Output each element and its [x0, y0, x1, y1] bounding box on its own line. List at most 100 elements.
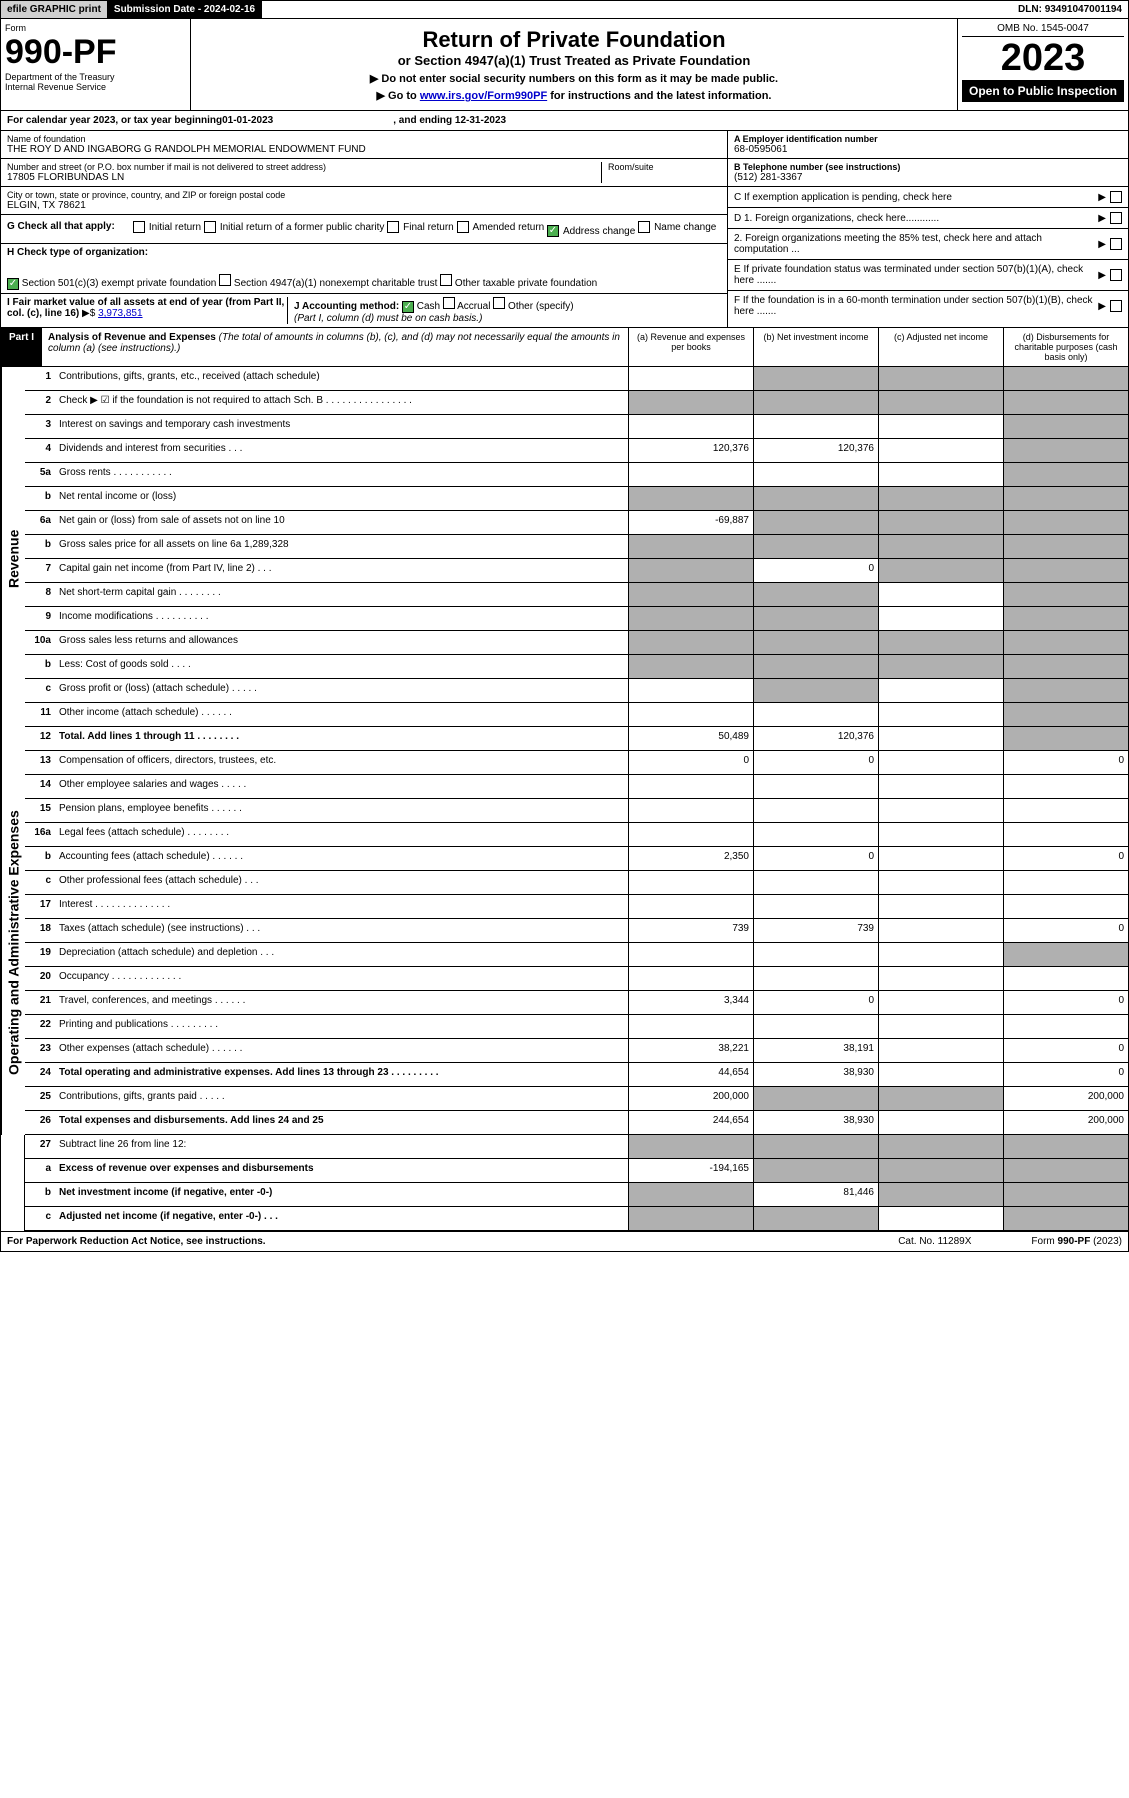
cell-c [878, 463, 1003, 486]
table-row: 13 Compensation of officers, directors, … [25, 751, 1128, 775]
cell-d [1003, 1015, 1128, 1038]
row-num: 2 [25, 391, 55, 414]
fmv-link[interactable]: 3,973,851 [98, 308, 143, 319]
checkbox[interactable] [457, 221, 469, 233]
row-desc: Adjusted net income (if negative, enter … [55, 1207, 628, 1230]
checkbox[interactable] [493, 297, 505, 309]
table-row: 1 Contributions, gifts, grants, etc., re… [25, 367, 1128, 391]
cell-a [628, 367, 753, 390]
row-desc: Total. Add lines 1 through 11 . . . . . … [55, 727, 628, 750]
cell-d [1003, 583, 1128, 606]
cell-a: 38,221 [628, 1039, 753, 1062]
cell-d: 0 [1003, 1063, 1128, 1086]
checkbox[interactable] [440, 274, 452, 286]
section-g: G Check all that apply: Initial return I… [1, 215, 727, 244]
cell-c [878, 487, 1003, 510]
efile-label[interactable]: efile GRAPHIC print [1, 1, 108, 18]
irs-link[interactable]: www.irs.gov/Form990PF [420, 90, 547, 102]
table-row: 6a Net gain or (loss) from sale of asset… [25, 511, 1128, 535]
cell-c [878, 895, 1003, 918]
checkbox-e[interactable] [1110, 269, 1122, 281]
cell-d [1003, 895, 1128, 918]
table-row: 11 Other income (attach schedule) . . . … [25, 703, 1128, 727]
checkbox-f[interactable] [1110, 300, 1122, 312]
row-num: 13 [25, 751, 55, 774]
cell-a [628, 967, 753, 990]
cell-a [628, 1207, 753, 1230]
row-num: 27 [25, 1135, 55, 1158]
row-desc: Subtract line 26 from line 12: [55, 1135, 628, 1158]
cell-d: 200,000 [1003, 1087, 1128, 1110]
row-desc: Other professional fees (attach schedule… [55, 871, 628, 894]
table-row: 23 Other expenses (attach schedule) . . … [25, 1039, 1128, 1063]
cell-d: 200,000 [1003, 1111, 1128, 1134]
cell-c [878, 655, 1003, 678]
cell-c [878, 919, 1003, 942]
form-subtitle: or Section 4947(a)(1) Trust Treated as P… [199, 53, 949, 68]
cell-a [628, 631, 753, 654]
table-row: 18 Taxes (attach schedule) (see instruct… [25, 919, 1128, 943]
item-e: E If private foundation status was termi… [734, 264, 1094, 286]
cell-d [1003, 391, 1128, 414]
table-row: 22 Printing and publications . . . . . .… [25, 1015, 1128, 1039]
cell-c [878, 991, 1003, 1014]
cell-a: -194,165 [628, 1159, 753, 1182]
cell-b [753, 1087, 878, 1110]
cell-b [753, 679, 878, 702]
checkbox-c[interactable] [1110, 191, 1122, 203]
footer-mid: Cat. No. 11289X [898, 1236, 971, 1247]
cell-c [878, 1087, 1003, 1110]
cell-d [1003, 1183, 1128, 1206]
cell-d [1003, 511, 1128, 534]
checkbox[interactable]: ✓ [547, 225, 559, 237]
checkbox[interactable] [204, 221, 216, 233]
page-footer: For Paperwork Reduction Act Notice, see … [1, 1231, 1128, 1251]
dln: DLN: 93491047001194 [1012, 1, 1128, 18]
checkbox[interactable] [443, 297, 455, 309]
cell-d [1003, 823, 1128, 846]
row-desc: Interest on savings and temporary cash i… [55, 415, 628, 438]
row-desc: Net short-term capital gain . . . . . . … [55, 583, 628, 606]
row-num: 3 [25, 415, 55, 438]
table-row: 16a Legal fees (attach schedule) . . . .… [25, 823, 1128, 847]
cell-a [628, 535, 753, 558]
cell-a [628, 679, 753, 702]
cell-b [753, 1015, 878, 1038]
org-info-grid: Name of foundation THE ROY D AND INGABOR… [1, 131, 1128, 328]
cell-c [878, 1183, 1003, 1206]
row-desc: Contributions, gifts, grants, etc., rece… [55, 367, 628, 390]
city-label: City or town, state or province, country… [7, 190, 721, 200]
cell-d [1003, 1159, 1128, 1182]
row-num: c [25, 871, 55, 894]
row-desc: Net gain or (loss) from sale of assets n… [55, 511, 628, 534]
checkbox[interactable] [133, 221, 145, 233]
table-row: 9 Income modifications . . . . . . . . .… [25, 607, 1128, 631]
cell-c [878, 943, 1003, 966]
revenue-label: Revenue [1, 367, 25, 751]
checkbox[interactable] [219, 274, 231, 286]
table-row: 21 Travel, conferences, and meetings . .… [25, 991, 1128, 1015]
row-desc: Total operating and administrative expen… [55, 1063, 628, 1086]
cell-a [628, 487, 753, 510]
cell-a: 50,489 [628, 727, 753, 750]
checkbox-d2[interactable] [1110, 238, 1122, 250]
table-row: 5a Gross rents . . . . . . . . . . . [25, 463, 1128, 487]
cell-d [1003, 439, 1128, 462]
section-h: H Check type of organization: ✓ Section … [1, 244, 727, 294]
checkbox[interactable]: ✓ [402, 301, 414, 313]
ein-value: 68-0595061 [734, 144, 1122, 155]
checkbox-d1[interactable] [1110, 212, 1122, 224]
cell-b [753, 1135, 878, 1158]
row-desc: Legal fees (attach schedule) . . . . . .… [55, 823, 628, 846]
form-note1: ▶ Do not enter social security numbers o… [199, 72, 949, 85]
calendar-year-row: For calendar year 2023, or tax year begi… [1, 111, 1128, 131]
cell-d [1003, 775, 1128, 798]
checkbox[interactable]: ✓ [7, 278, 19, 290]
cell-c [878, 1111, 1003, 1134]
cell-c [878, 1159, 1003, 1182]
row-num: 7 [25, 559, 55, 582]
cell-a [628, 703, 753, 726]
checkbox[interactable] [387, 221, 399, 233]
checkbox[interactable] [638, 221, 650, 233]
cell-a [628, 1015, 753, 1038]
